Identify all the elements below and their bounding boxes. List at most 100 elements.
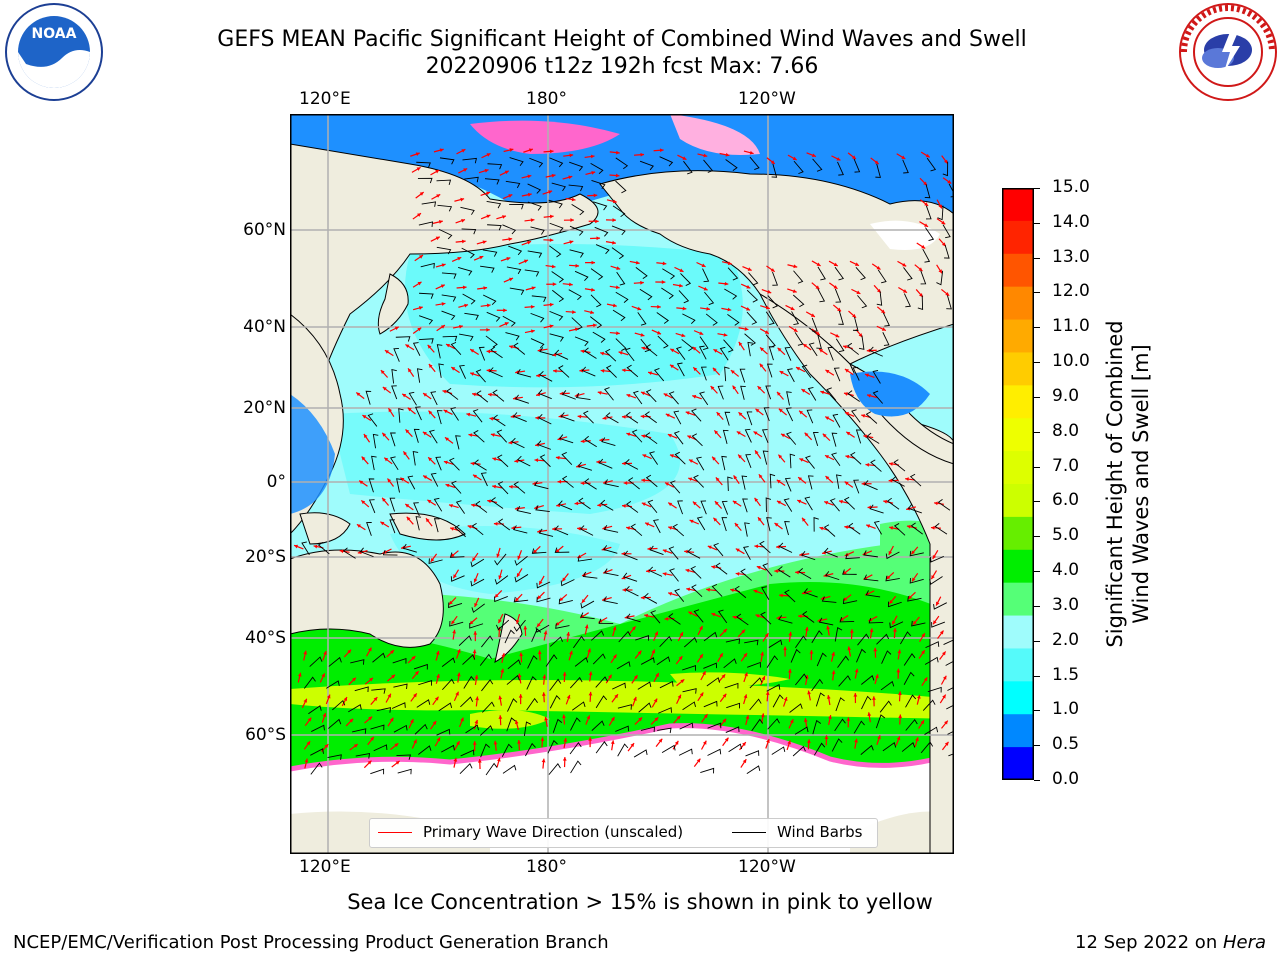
legend-item-barb: Wind Barbs [732,823,862,841]
wave-arrow-head [362,415,367,419]
wave-arrow-head [427,499,432,504]
wave-arrow-head [363,434,368,439]
wave-arrow-head [679,283,683,288]
wave-arrow-head [847,646,852,651]
wind-barb [885,551,900,560]
wave-arrow-head [410,719,414,724]
wind-barb [656,656,671,666]
wind-barb [943,639,954,645]
wind-barb [398,408,404,423]
wave-arrow-head [436,194,441,198]
wind-barb [436,728,451,736]
wave-arrow-head [723,628,727,633]
wind-barb [891,476,905,487]
wave-arrow-head [743,653,747,658]
wind-barb [693,474,704,488]
wind-barb [934,523,948,535]
wind-barb [624,459,639,470]
colorbar-segment [1002,286,1034,321]
wave-arrow-head [811,153,816,158]
colorbar-segment [1002,319,1034,353]
wave-arrow-head [297,672,302,677]
wind-barb [727,267,739,281]
wind-barb [674,588,685,602]
wind-barb [821,596,837,603]
wave-arrow-head [934,501,938,506]
wave-arrow-head [921,244,926,249]
wind-barb [436,246,452,255]
wind-barb [437,204,453,212]
wind-barb [760,611,772,625]
wind-barb [823,524,836,537]
wave-arrow-head [820,390,825,395]
wave-arrow-head [755,450,759,455]
wind-barb [461,247,475,259]
wind-barb [470,578,485,587]
wave-arrow-head [916,694,921,699]
wind-barb [421,201,437,207]
wind-barb [372,652,386,663]
wave-arrow-head [549,149,554,154]
wind-barb [659,635,673,648]
wind-barb [863,574,879,582]
wave-arrow-head [714,501,719,506]
wind-barb [722,429,729,444]
wave-arrow-head [473,578,478,583]
wind-barb [768,639,783,648]
wind-barb [419,338,434,344]
wind-barb [700,366,707,381]
colorbar-tick-mark [1034,362,1040,364]
wave-arrow-head [722,718,727,723]
wind-barb [301,541,310,556]
wind-barb [359,547,374,558]
wave-arrow-head [548,190,553,194]
wave-band-green [290,582,954,774]
wave-arrow-head [616,331,620,336]
wave-arrow-head [587,648,591,653]
wind-barb [574,270,589,282]
wave-arrow-head [920,720,925,725]
wind-barb [643,592,658,604]
map-subtitle: 20220906 t12z 192h fcst Max: 7.66 [425,54,819,79]
wave-arrow-head [757,386,762,390]
wave-arrow-head [933,620,937,625]
wind-barb [530,338,545,349]
wave-arrow-head [391,674,396,679]
wave-arrow-head [702,740,707,745]
wave-arrow-head [761,676,766,681]
wind-barb [616,271,626,286]
wave-arrow-head [413,693,417,698]
wave-arrow-head [723,332,728,337]
wind-barb [835,474,842,489]
wave-arrow-head [387,693,391,698]
wave-arrow-head [795,570,799,575]
wave-arrow-head [810,313,815,317]
wind-barb [700,767,715,774]
wind-barb [865,590,881,598]
wind-barb [786,391,792,406]
colorbar-tick-mark [1034,780,1040,781]
wind-barb [508,245,523,256]
wave-arrow-head [843,392,848,396]
wind-barb [476,390,489,403]
colorbar-tick-label: 10.0 [1052,351,1090,372]
wind-barb [460,696,474,708]
wind-barb [558,598,573,605]
wind-barb [593,201,608,211]
wind-barb [615,291,629,303]
wave-arrow-head [588,737,593,741]
colorbar-tick-label: 5.0 [1052,525,1080,546]
wave-arrow-head [549,238,554,243]
wind-barb [615,338,627,351]
wave-arrow-head [615,285,620,290]
lat-label: 0° [266,472,286,492]
wave-arrow-head [938,269,942,274]
wave-arrow-head [580,349,585,354]
wave-arrow-head [866,524,871,528]
wind-barb [686,547,701,559]
wave-arrow-head [710,386,715,390]
wave-arrow-head [872,696,876,700]
wind-barb [803,588,818,598]
map-title: GEFS MEAN Pacific Significant Height of … [217,27,1027,52]
wind-barb [402,543,417,553]
